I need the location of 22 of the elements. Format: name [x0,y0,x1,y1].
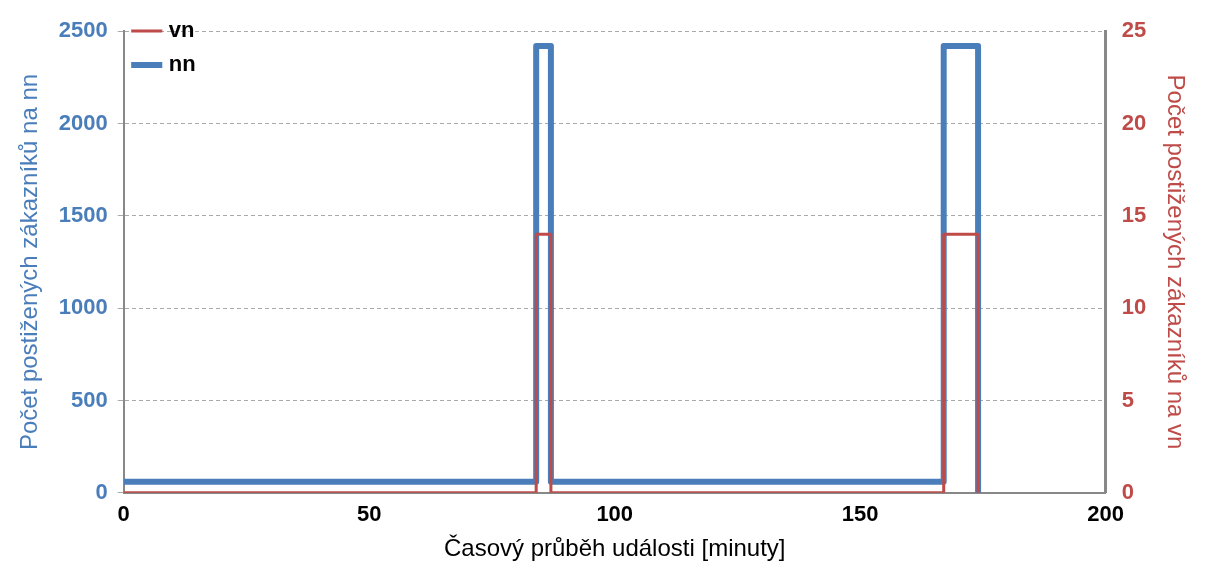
x-tick-label: 100 [596,501,634,527]
y2-tick-label: 0 [1121,478,1134,504]
y-tick-label: 2000 [58,109,108,135]
x-tick-label: 200 [1087,501,1125,527]
y-tick-label: 0 [95,478,108,504]
y2-tick-label: 15 [1121,201,1147,227]
y2-tick-label: 20 [1121,109,1147,135]
x-tick-label: 50 [357,501,382,527]
y-tick-label: 1500 [58,201,108,227]
y2-tick-label: 5 [1121,386,1134,412]
x-axis-title: Časový průběh události [minuty] [443,534,786,562]
x-tick-label: 150 [841,501,879,527]
y2-tick-label: 10 [1121,294,1147,320]
y2-tick-label: 25 [1121,17,1147,43]
y-tick-label: 2500 [58,17,108,43]
y-axis-title: Počet postižených zákazníků na nn [15,73,43,451]
x-tick-label: 0 [117,501,130,527]
legend-label: nn [168,51,196,77]
y2-axis-title: Počet postižených zákazníků na vn [1162,74,1190,450]
y-tick-label: 500 [71,386,108,412]
y-tick-label: 1000 [58,294,108,320]
legend-label: vn [168,17,195,43]
